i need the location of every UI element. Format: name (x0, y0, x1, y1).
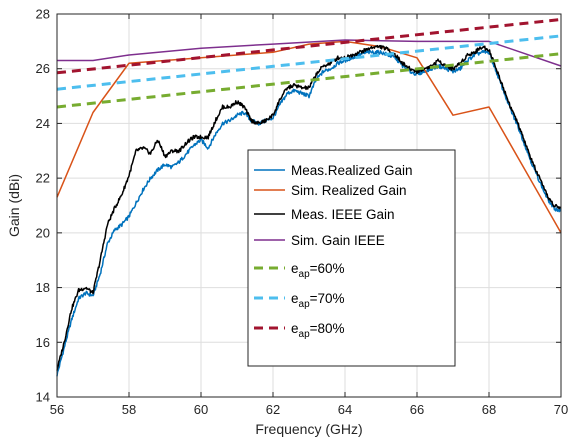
series-line-7 (56, 18, 562, 75)
legend-label-main: e (291, 321, 299, 336)
series-line-5 (56, 52, 562, 109)
legend-label-main: e (291, 291, 299, 306)
legend-label-rest: =80% (310, 321, 345, 336)
x-axis-title: Frequency (GHz) (255, 421, 362, 437)
legend-label: eap=70% (291, 291, 345, 310)
legend-label-subscript: ap (299, 299, 311, 310)
legend-label: eap=80% (291, 321, 345, 340)
series-line-6 (56, 34, 562, 91)
legend-label: Meas.Realized Gain (291, 163, 413, 178)
y-tick-label: 24 (36, 116, 50, 131)
ticks: 56 58 60 62 64 66 68 70 14 16 18 20 22 24 26 28 (36, 7, 569, 418)
legend-label: Sim. Gain IEEE (291, 233, 385, 248)
legend-box (247, 149, 456, 367)
legend-label: eap=60% (291, 261, 345, 280)
legend: Meas.Realized Gain Sim. Realized Gain Meas… (247, 149, 456, 367)
x-tick-label: 66 (410, 402, 424, 417)
series-line-3 (56, 44, 562, 371)
x-tick-label: 68 (482, 402, 496, 417)
y-tick-label: 26 (36, 61, 50, 76)
x-tick-label: 62 (266, 402, 280, 417)
y-tick-label: 18 (36, 280, 50, 295)
x-tick-label: 56 (50, 402, 64, 417)
y-tick-label: 22 (36, 171, 50, 186)
legend-label: Meas. IEEE Gain (291, 207, 395, 222)
x-tick-label: 64 (338, 402, 352, 417)
series-line-4 (57, 39, 562, 67)
y-tick-label: 16 (36, 335, 50, 350)
y-tick-label: 28 (36, 7, 50, 22)
legend-label: Sim. Realized Gain (291, 183, 407, 198)
series-line-2 (56, 40, 562, 234)
x-tick-label: 70 (554, 402, 568, 417)
plot-area (56, 18, 562, 377)
legend-label-subscript: ap (299, 269, 311, 280)
y-tick-label: 20 (36, 225, 50, 240)
x-tick-label: 58 (122, 402, 136, 417)
legend-label-subscript: ap (299, 329, 311, 340)
y-axis-title: Gain (dBi) (6, 174, 22, 237)
legend-label-rest: =60% (310, 261, 345, 276)
y-tick-label: 14 (36, 390, 50, 405)
x-tick-label: 60 (194, 402, 208, 417)
legend-label-main: e (291, 261, 299, 276)
legend-label-rest: =70% (310, 291, 345, 306)
axes-box (56, 13, 562, 398)
